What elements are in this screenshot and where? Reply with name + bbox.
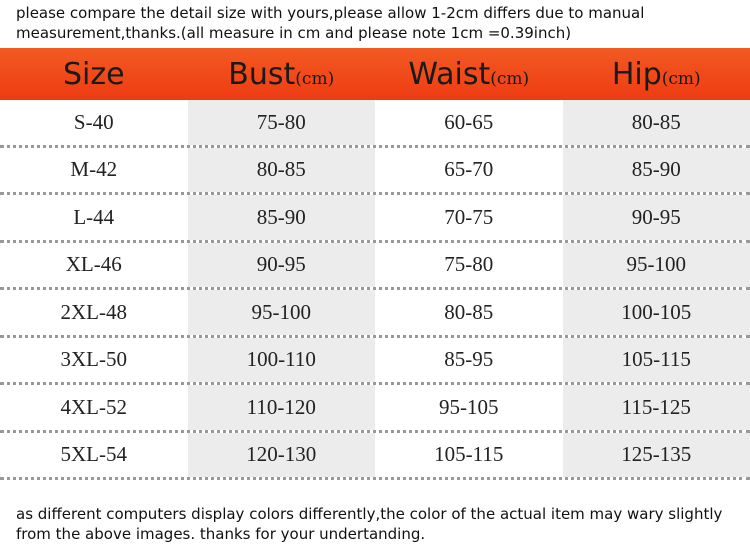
table-cell: 2XL-48: [60, 299, 128, 324]
table-cell: 90-95: [562, 195, 750, 240]
table-cell: 60-65: [444, 109, 494, 134]
note-line: from the above images. thanks for your u…: [16, 525, 426, 543]
table-cell: L-44: [73, 204, 115, 229]
table-cell: 80-85: [562, 100, 750, 145]
table-cell: 95-105: [439, 394, 499, 419]
size-table: Size Bust(cm) Waist(cm) Hip(cm) S-40 75-80 60-…: [0, 48, 750, 480]
header-cell: Hip(cm): [563, 57, 750, 92]
table-cell: 105-115: [562, 337, 750, 382]
header-label: Waist: [408, 56, 491, 92]
table-cell: 100-105: [562, 290, 750, 335]
header-label: Size: [62, 56, 125, 92]
header-unit: (cm): [661, 68, 701, 89]
table-row: S-40 75-80 60-65 80-85: [0, 100, 750, 148]
table-cell: 95-100: [187, 290, 375, 335]
table-cell: 65-70: [444, 157, 494, 182]
header-cell: Bust(cm): [188, 57, 376, 92]
table-cell: 80-85: [187, 147, 375, 192]
table-cell: 80-85: [444, 299, 494, 324]
table-cell: 125-135: [562, 432, 750, 477]
table-row: 4XL-52 110-120 95-105 115-125: [0, 385, 750, 433]
table-cell: 120-130: [187, 432, 375, 477]
note-line: please compare the detail size with your…: [16, 4, 645, 22]
header-cell: Size: [0, 57, 188, 92]
table-cell: 115-125: [562, 385, 750, 430]
note-top: please compare the detail size with your…: [16, 3, 644, 43]
header-label: Bust: [228, 56, 296, 92]
table-cell: 110-120: [187, 385, 375, 430]
table-cell: M-42: [70, 157, 118, 182]
table-cell: 100-110: [187, 337, 375, 382]
note-bottom: as different computers display colors di…: [16, 504, 722, 544]
table-cell: 75-80: [444, 252, 494, 277]
table-cell: XL-46: [65, 252, 122, 277]
table-row: 2XL-48 95-100 80-85 100-105: [0, 290, 750, 338]
table-row: 5XL-54 120-130 105-115 125-135: [0, 432, 750, 480]
table-cell: 105-115: [434, 442, 504, 467]
table-row: M-42 80-85 65-70 85-90: [0, 147, 750, 195]
header-row: Size Bust(cm) Waist(cm) Hip(cm): [0, 48, 750, 100]
table-cell: 90-95: [187, 242, 375, 287]
table-cell: 3XL-50: [60, 347, 128, 372]
table-cell: S-40: [73, 109, 114, 134]
table-cell: 4XL-52: [60, 394, 128, 419]
table-row: L-44 85-90 70-75 90-95: [0, 195, 750, 243]
table-cell: 75-80: [187, 100, 375, 145]
table-cell: 85-90: [562, 147, 750, 192]
table-cell: 85-95: [444, 347, 494, 372]
table-cell: 70-75: [444, 204, 494, 229]
table-row: XL-46 90-95 75-80 95-100: [0, 242, 750, 290]
header-label: Hip: [611, 56, 662, 92]
header-unit: (cm): [490, 68, 530, 89]
header-cell: Waist(cm): [375, 57, 563, 92]
table-cell: 5XL-54: [60, 442, 128, 467]
note-line: as different computers display colors di…: [16, 505, 723, 523]
note-line: measurement,thanks.(all measure in cm an…: [16, 24, 572, 42]
table-cell: 95-100: [562, 242, 750, 287]
table-cell: 85-90: [187, 195, 375, 240]
table-row: 3XL-50 100-110 85-95 105-115: [0, 337, 750, 385]
header-unit: (cm): [295, 68, 335, 89]
